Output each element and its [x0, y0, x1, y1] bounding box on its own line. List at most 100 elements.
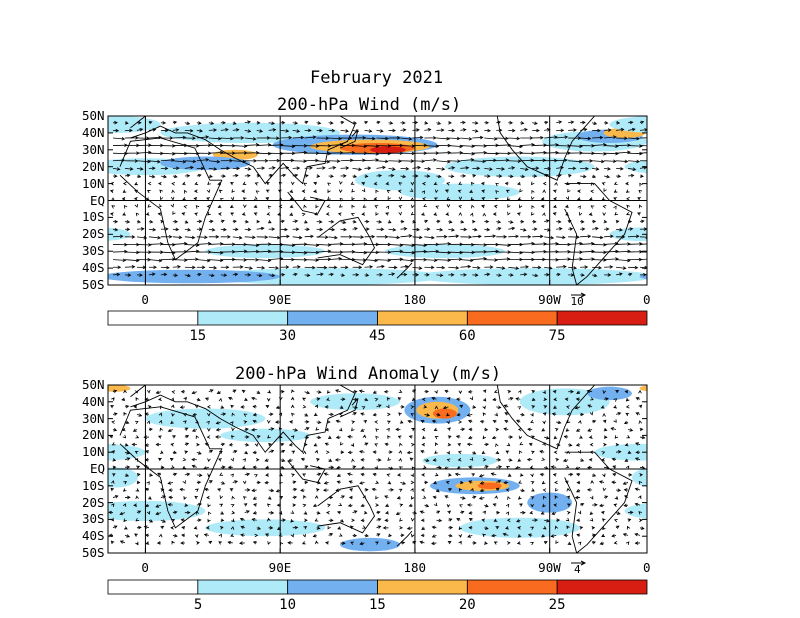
shade-region: [108, 500, 206, 522]
wind-arrowhead: [521, 412, 525, 417]
wind-arrowhead: [578, 159, 583, 164]
wind-arrowhead: [358, 265, 363, 270]
wind-arrowhead: [278, 197, 283, 202]
wind-arrowhead: [381, 264, 385, 269]
wind-arrowhead: [303, 495, 307, 499]
wind-arrowhead: [521, 174, 526, 179]
wind-arrowhead: [517, 526, 521, 530]
colorbar-label: 30: [279, 328, 297, 344]
wind-arrowhead: [638, 518, 643, 523]
wind-arrow: [551, 534, 557, 537]
wind-arrow: [256, 144, 271, 146]
wind-arrowhead: [217, 204, 222, 209]
wind-arrowhead: [158, 135, 163, 140]
wind-arrowhead: [615, 219, 620, 224]
wind-arrowhead: [124, 526, 128, 530]
wind-arrow: [400, 482, 406, 485]
wind-arrowhead: [613, 181, 618, 185]
wind-arrowhead: [460, 220, 465, 224]
wind-arrow: [616, 266, 626, 269]
wind-arrowhead: [405, 166, 410, 171]
wind-arrowhead: [631, 127, 636, 132]
wind-arrow: [376, 137, 389, 139]
wind-arrowhead: [228, 396, 232, 401]
wind-arrow: [280, 129, 289, 132]
wind-arrowhead: [240, 533, 244, 537]
wind-arrowhead: [506, 196, 511, 201]
y-tick-label: 30S: [82, 511, 105, 527]
wind-arrow: [280, 145, 295, 147]
wind-arrowhead: [439, 273, 444, 278]
wind-arrowhead: [191, 428, 196, 432]
wind-arrowhead: [111, 420, 115, 424]
wind-arrowhead: [257, 526, 262, 530]
wind-arrowhead: [530, 412, 534, 417]
wind-arrowhead: [353, 219, 357, 224]
wind-arrowhead: [613, 205, 617, 210]
wind-arrowhead: [603, 442, 607, 447]
wind-arrowhead: [579, 435, 583, 439]
wind-arrowhead: [470, 197, 475, 201]
wind-arrowhead: [360, 503, 365, 508]
colorbar-segment: [107, 579, 199, 595]
wind-arrowhead: [252, 465, 257, 470]
wind-arrowhead: [137, 174, 142, 178]
wind-arrow: [148, 228, 156, 231]
wind-arrow: [244, 244, 259, 246]
wind-arrowhead: [206, 435, 211, 439]
wind-arrowhead: [302, 404, 307, 409]
wind-arrow: [388, 167, 396, 170]
wind-arrowhead: [504, 181, 509, 186]
wind-arrowhead: [146, 190, 151, 194]
wind-arrowhead: [323, 265, 328, 270]
wind-arrow: [496, 159, 509, 162]
wind-arrowhead: [448, 120, 452, 125]
wind-arrow: [616, 250, 631, 253]
wind-arrowhead: [510, 273, 514, 277]
wind-arrowhead: [315, 258, 320, 262]
wind-arrowhead: [386, 473, 391, 477]
wind-arrowhead: [264, 159, 269, 163]
wind-arrowhead: [492, 234, 497, 238]
wind-arrowhead: [267, 496, 272, 500]
wind-arrowhead: [170, 203, 174, 208]
wind-arrowhead: [317, 435, 322, 440]
wind-arrowhead: [198, 502, 202, 507]
wind-arrowhead: [573, 266, 578, 270]
wind-arrowhead: [628, 272, 633, 277]
wind-arrowhead: [433, 158, 437, 162]
wind-arrowhead: [516, 419, 520, 423]
wind-arrowhead: [599, 135, 604, 140]
wind-arrowhead: [516, 519, 520, 523]
wind-arrowhead: [339, 405, 344, 409]
wind-arrowhead: [192, 136, 196, 140]
wind-arrowhead: [217, 488, 221, 492]
wind-arrowhead: [230, 212, 234, 216]
wind-arrowhead: [131, 265, 136, 269]
wind-arrowhead: [132, 428, 137, 432]
wind-arrowhead: [145, 541, 150, 545]
wind-arrow: [472, 235, 482, 238]
wind-arrowhead: [327, 390, 331, 394]
wind-arrowhead: [362, 525, 366, 529]
wind-arrowhead: [528, 442, 533, 447]
wind-arrowhead: [482, 510, 486, 515]
wind-arrow: [292, 152, 307, 154]
wind-arrowhead: [345, 166, 350, 170]
wind-arrowhead: [254, 443, 259, 447]
wind-arrowhead: [330, 272, 335, 277]
wind-arrowhead: [479, 488, 484, 493]
wind-arrowhead: [162, 519, 167, 523]
wind-arrowhead: [565, 428, 570, 432]
wind-arrowhead: [290, 404, 295, 409]
wind-arrowhead: [217, 212, 222, 216]
wind-arrowhead: [349, 525, 354, 530]
wind-arrowhead: [145, 212, 150, 216]
reference-vector-label: 10: [570, 295, 584, 308]
wind-arrowhead: [421, 488, 425, 492]
wind-arrowhead: [466, 442, 471, 447]
wind-arrowhead: [172, 211, 176, 215]
wind-arrowhead: [205, 158, 210, 162]
wind-arrowhead: [362, 158, 366, 163]
wind-arrowhead: [315, 540, 319, 545]
